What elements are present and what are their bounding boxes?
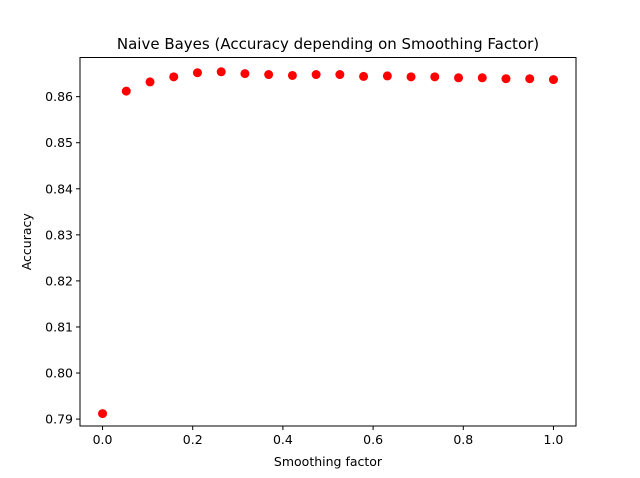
y-tick-label: 0.86 <box>45 89 73 104</box>
y-axis-label: Accuracy <box>19 213 34 271</box>
y-tick-label: 0.85 <box>45 135 73 150</box>
data-point <box>98 409 108 419</box>
y-tick-label: 0.82 <box>45 273 73 288</box>
y-tick-label: 0.81 <box>45 319 73 334</box>
plot-frame <box>79 57 577 427</box>
data-point <box>121 86 131 96</box>
data-point <box>192 68 202 78</box>
x-tick-label: 0.4 <box>273 432 293 447</box>
data-point <box>287 70 297 80</box>
data-point <box>501 74 511 84</box>
data-point <box>359 71 369 81</box>
data-point <box>525 74 535 84</box>
x-axis: 0.0 0.2 0.4 0.6 0.8 1.0 <box>93 426 564 447</box>
x-tick-label: 0.8 <box>453 432 473 447</box>
x-axis-label: Smoothing factor <box>274 454 383 469</box>
data-point <box>264 70 274 80</box>
data-point <box>216 67 226 77</box>
y-tick-label: 0.80 <box>45 366 73 381</box>
data-point <box>169 72 179 82</box>
y-tick-label: 0.83 <box>45 227 73 242</box>
y-tick-label: 0.79 <box>45 412 73 427</box>
data-point <box>311 70 321 80</box>
y-axis: 0.79 0.80 0.81 0.82 0.83 0.84 0.85 0.86 <box>45 89 80 427</box>
chart-title: Naive Bayes (Accuracy depending on Smoot… <box>117 35 539 53</box>
x-tick-label: 0.2 <box>183 432 203 447</box>
data-point <box>477 73 487 83</box>
data-point <box>430 72 440 82</box>
data-point <box>406 72 416 82</box>
x-tick-label: 0.0 <box>93 432 113 447</box>
data-point <box>382 71 392 81</box>
data-point <box>454 73 464 83</box>
x-tick-label: 0.6 <box>363 432 383 447</box>
x-tick-label: 1.0 <box>544 432 564 447</box>
data-point <box>548 75 558 85</box>
data-point <box>145 77 155 87</box>
y-tick-label: 0.84 <box>45 181 73 196</box>
data-points <box>98 67 558 419</box>
data-point <box>240 69 250 79</box>
data-point <box>335 70 345 80</box>
